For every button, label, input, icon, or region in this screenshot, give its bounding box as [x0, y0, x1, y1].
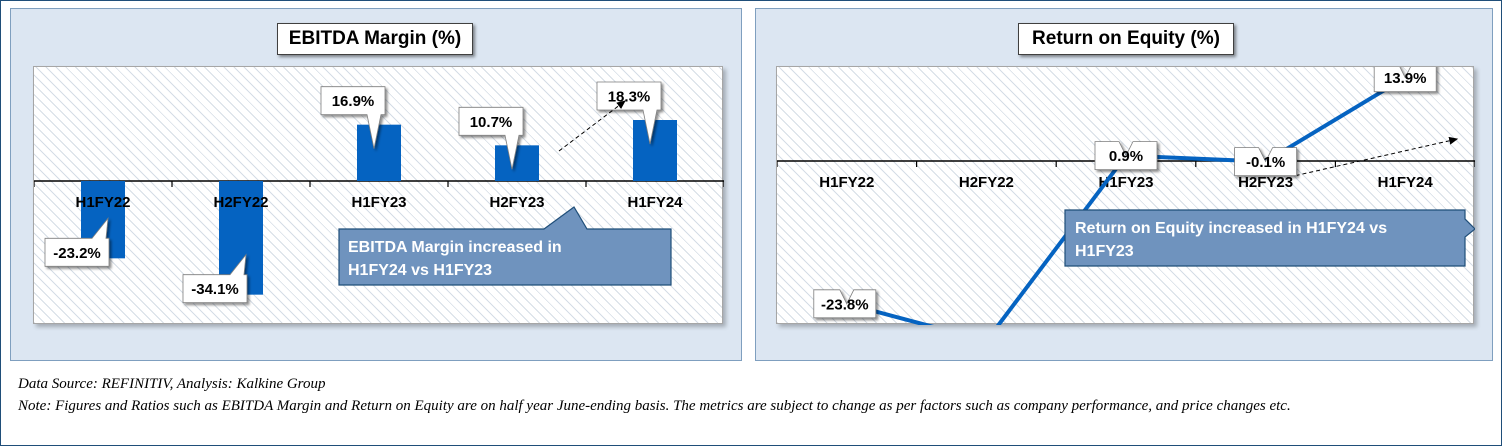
data-label: -0.1%: [1246, 154, 1285, 171]
annotation-callout: [1064, 209, 1475, 267]
x-tick-label: H2FY23: [489, 194, 544, 211]
annotation-callout: [338, 206, 672, 286]
x-tick-label: H2FY22: [959, 174, 1014, 191]
data-label-box: [182, 253, 248, 304]
annotation-text-line: EBITDA Margin increased in: [348, 239, 562, 256]
data-label-box: [1373, 67, 1437, 92]
data-label-box: [458, 106, 524, 170]
data-label-box: [813, 289, 877, 319]
ebitda-panel: EBITDA Margin (%) H1FY22 -23.2% H2FY22 -34.…: [10, 8, 742, 361]
data-label: -23.8%: [821, 296, 869, 313]
note-text: Note: Figures and Ratios such as EBITDA …: [18, 398, 1291, 414]
data-label: 16.9%: [332, 93, 375, 110]
roe-panel: Return on Equity (%) H1FY22 H2FY22 H1FY23 H…: [755, 8, 1493, 361]
data-label-box: [596, 81, 662, 145]
annotation-text-line: Return on Equity increased in H1FY24 vs: [1075, 220, 1387, 237]
x-tick-label: H2FY23: [1238, 174, 1293, 191]
annotation-text-line: H1FY24 vs H1FY23: [348, 262, 492, 279]
data-label-box: [1094, 141, 1158, 170]
data-label: 0.9%: [1109, 148, 1143, 165]
roe-line-chart: H1FY22H2FY22H1FY23H2FY23H1FY24-23.8%-30.…: [777, 67, 1475, 325]
data-label-box: [44, 217, 110, 267]
data-label-box: [320, 86, 386, 149]
data-label-box: [1234, 147, 1297, 176]
data-label: -34.1%: [191, 281, 239, 298]
x-tick-label: H2FY22: [213, 194, 268, 211]
ebitda-chart-title: EBITDA Margin (%): [277, 23, 473, 55]
roe-series-line: [846, 75, 1407, 325]
ebitda-bar-chart: H1FY22 -23.2% H2FY22 -34.1% H1FY23 16.9% H2FY2…: [34, 81, 724, 304]
x-tick-label: H1FY23: [1098, 174, 1153, 191]
data-label: 13.9%: [1384, 70, 1427, 87]
bar-h1fy24: [633, 120, 677, 181]
data-label: 10.7%: [470, 114, 513, 131]
x-tick-label: H1FY22: [75, 194, 130, 211]
trend-arrow: [558, 100, 626, 152]
data-source-text: Data Source: REFINITIV, Analysis: Kalkin…: [18, 376, 326, 392]
roe-chart-title: Return on Equity (%): [1018, 23, 1234, 55]
x-tick-label: H1FY23: [351, 194, 406, 211]
roe-plot-area: H1FY22H2FY22H1FY23H2FY23H1FY24-23.8%-30.…: [776, 66, 1475, 325]
annotation-text-line: H1FY23: [1075, 243, 1134, 260]
ebitda-plot-area: H1FY22 -23.2% H2FY22 -34.1% H1FY23 16.9% H2FY2…: [33, 66, 724, 324]
bar-h1fy23: [357, 124, 401, 181]
trend-arrow: [1295, 136, 1459, 177]
data-label: 18.3%: [608, 89, 651, 106]
x-tick-label: H1FY22: [819, 174, 874, 191]
x-tick-label: H1FY24: [627, 194, 683, 211]
data-label: -23.2%: [53, 245, 101, 262]
x-tick-label: H1FY24: [1378, 174, 1434, 191]
bar-h2fy23: [495, 145, 539, 181]
